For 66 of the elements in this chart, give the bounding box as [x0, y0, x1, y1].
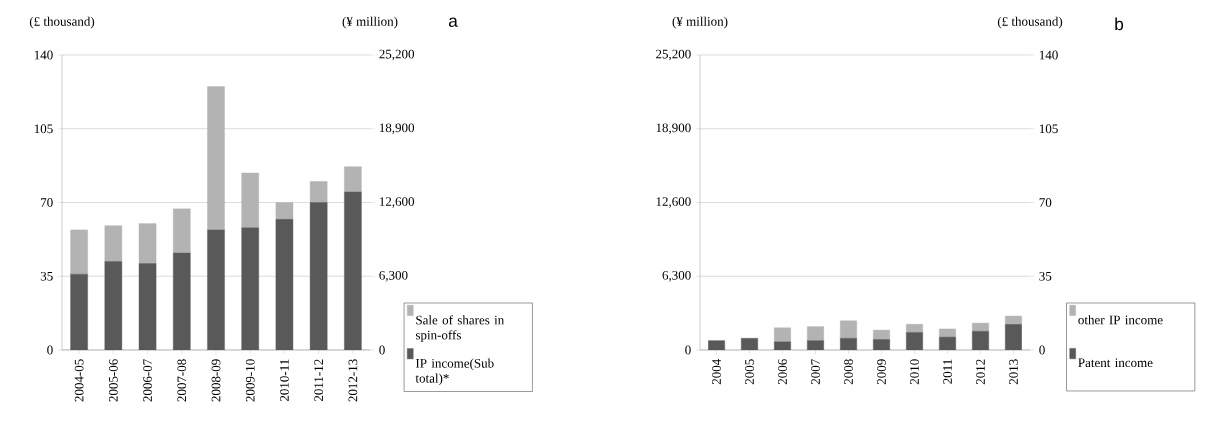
x-tick-label: 2007 [811, 359, 820, 385]
y2-tick-label: 140 [1039, 50, 1058, 60]
x-tick-label: 2010 [910, 359, 919, 385]
x-tick-label: 2004-05 [74, 359, 84, 402]
bar [939, 328, 956, 338]
bar [1005, 315, 1022, 325]
y-tick-label: 0 [685, 345, 691, 355]
bar [807, 326, 824, 341]
legend-label: IP income(Sub total)* [415, 358, 494, 386]
legend-label: other IP income [1078, 315, 1163, 325]
y2-tick-label: 25,200 [379, 49, 415, 61]
text: a [448, 17, 458, 27]
x-tick-label: 2007-08 [177, 359, 187, 402]
text: b [1115, 17, 1124, 31]
bar [840, 320, 857, 339]
y-tick-label: 35 [40, 271, 53, 281]
bar [173, 208, 191, 254]
x-tick-label: 2008-09 [211, 359, 221, 402]
x-tick-label: 2009 [877, 359, 886, 385]
x-tick-label: 2009-10 [245, 359, 255, 402]
bar [275, 202, 294, 220]
bar [906, 324, 923, 333]
x-tick-label: 2008 [844, 359, 853, 385]
y-tick-label: 140 [34, 50, 53, 60]
x-tick-label: 2010-11 [280, 359, 289, 402]
bar [241, 172, 259, 228]
bar [344, 166, 362, 193]
y-tick-label: 70 [41, 198, 53, 207]
y-tick-label: 6,300 [662, 270, 691, 282]
y2-tick-label: 6,300 [379, 270, 408, 282]
bar [70, 229, 88, 275]
y-tick-label: 0 [47, 345, 53, 355]
x-tick-label: 2012 [976, 359, 985, 385]
y-tick-label: 12,600 [656, 197, 691, 208]
bar [309, 181, 328, 203]
y2-tick-label: 18,900 [379, 123, 415, 135]
x-tick-label: 2006 [778, 359, 787, 385]
y2-tick-label: 105 [1039, 124, 1058, 134]
y-axis-title: (¥ million) [672, 16, 728, 29]
x-tick-label: 2006-07 [143, 359, 152, 402]
y2-tick-label: 0 [1039, 345, 1045, 355]
bar [972, 322, 989, 332]
y2-axis-title: (£ thousand) [997, 16, 1063, 29]
y-tick-label: 25,200 [656, 49, 691, 61]
y2-tick-label: 0 [379, 345, 385, 355]
y-tick-label: 105 [34, 124, 53, 134]
x-tick-label: 2004 [712, 358, 721, 385]
legend-label: Patent income [1078, 358, 1153, 368]
y-axis-title: (£ thousand) [29, 16, 95, 29]
x-tick-label: 2005-06 [108, 359, 118, 402]
y2-tick-label: 70 [1039, 198, 1052, 207]
x-tick-label: 2011-12 [314, 359, 324, 402]
bar [774, 327, 791, 342]
bar [138, 223, 157, 264]
bar [207, 86, 225, 231]
y2-tick-label: 35 [1039, 271, 1052, 281]
x-tick-label: 2012-13 [348, 359, 358, 402]
legend-label: Sale of shares in spin-offs [415, 315, 505, 343]
y2-tick-label: 12,600 [379, 197, 415, 208]
y-tick-label: 18,900 [656, 123, 691, 135]
bar [873, 329, 890, 340]
x-tick-label: 2013 [1009, 359, 1018, 385]
y2-axis-title: (¥ million) [342, 16, 398, 29]
x-tick-label: 2011 [943, 359, 952, 384]
x-tick-label: 2005 [745, 359, 754, 385]
bar [104, 225, 123, 262]
